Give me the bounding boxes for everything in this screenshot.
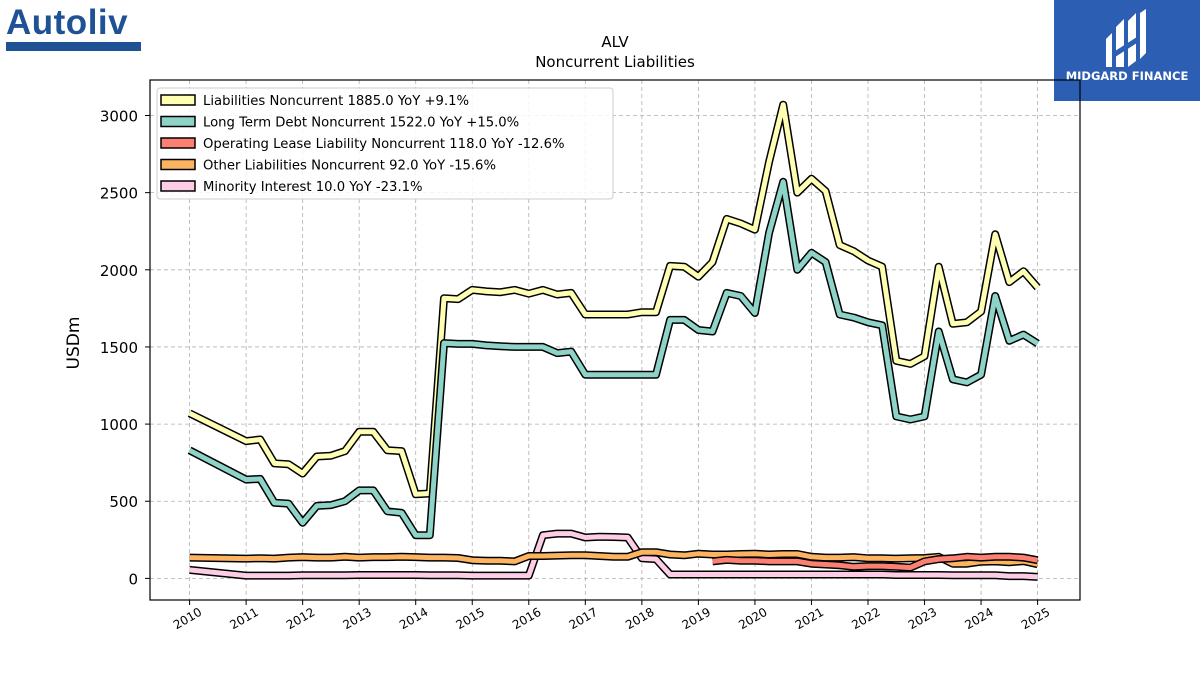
legend-label: Other Liabilities Noncurrent 92.0 YoY -1…	[203, 159, 496, 174]
midgard-emblem-icon	[1106, 9, 1146, 67]
x-tick-label: 2024	[962, 605, 995, 632]
x-tick-label: 2011	[227, 605, 260, 632]
x-tick-label: 2015	[454, 605, 487, 632]
y-tick-label: 2000	[100, 262, 138, 280]
autoliv-logo: Autoliv	[6, 4, 142, 52]
series-line-outline	[187, 177, 1040, 540]
midgard-finance-logo: MIDGARD FINANCE	[1054, 0, 1200, 101]
legend: Liabilities Noncurrent 1885.0 YoY +9.1% L…	[156, 87, 614, 200]
legend-label: Liabilities Noncurrent 1885.0 YoY +9.1%	[203, 94, 469, 109]
x-tick-label: 2013	[340, 605, 373, 632]
y-tick-label: 1000	[100, 416, 138, 434]
series-line	[188, 102, 1040, 497]
legend-swatch	[160, 94, 196, 106]
x-tick-label: 2014	[397, 605, 430, 632]
legend-label: Operating Lease Liability Noncurrent 118…	[203, 137, 565, 152]
y-tick-label: 1500	[100, 339, 138, 357]
y-tick-label: 3000	[100, 107, 138, 125]
x-tick-label: 2023	[906, 605, 939, 632]
x-tick-label: 2020	[736, 605, 769, 632]
legend-swatch	[160, 137, 196, 149]
y-tick-label: 2500	[100, 185, 138, 203]
series-line	[712, 554, 1039, 571]
chart-subtitle: Noncurrent Liabilities	[535, 53, 695, 71]
chart-title: ALV	[601, 33, 629, 51]
legend-swatch	[160, 115, 196, 128]
x-tick-label: 2016	[510, 605, 543, 632]
legend-label: Long Term Debt Noncurrent 1522.0 YoY +15…	[203, 116, 519, 131]
autoliv-underline	[6, 42, 141, 51]
x-tick-label: 2021	[793, 605, 826, 632]
series-line	[189, 531, 1038, 580]
x-tick-label: 2010	[171, 605, 204, 632]
legend-swatch	[160, 180, 196, 192]
y-tick-label: 500	[109, 493, 138, 511]
y-tick-label: 0	[128, 570, 138, 588]
autoliv-wordmark: Autoliv	[6, 3, 129, 42]
x-tick-label: 2018	[623, 605, 656, 632]
legend-label: Minority Interest 10.0 YoY -23.1%	[203, 180, 423, 195]
series-line	[189, 549, 1039, 567]
x-tick-label: 2019	[680, 605, 713, 632]
legend-swatch	[160, 158, 196, 171]
series-lines	[187, 100, 1041, 581]
y-grid-and-ticks: 0 500 1000 1500 2000 2500 3000	[100, 107, 1080, 588]
legend-box	[156, 87, 614, 200]
plot-frame	[149, 79, 1081, 601]
x-tick-label: 2022	[849, 605, 882, 632]
series-line	[188, 179, 1039, 538]
x-tick-label: 2017	[567, 605, 600, 632]
x-tick-label: 2025	[1019, 605, 1052, 632]
y-axis-label: USDm	[64, 317, 84, 370]
midgard-wordmark: MIDGARD FINANCE	[1065, 69, 1189, 83]
x-tick-label: 2012	[284, 605, 317, 632]
